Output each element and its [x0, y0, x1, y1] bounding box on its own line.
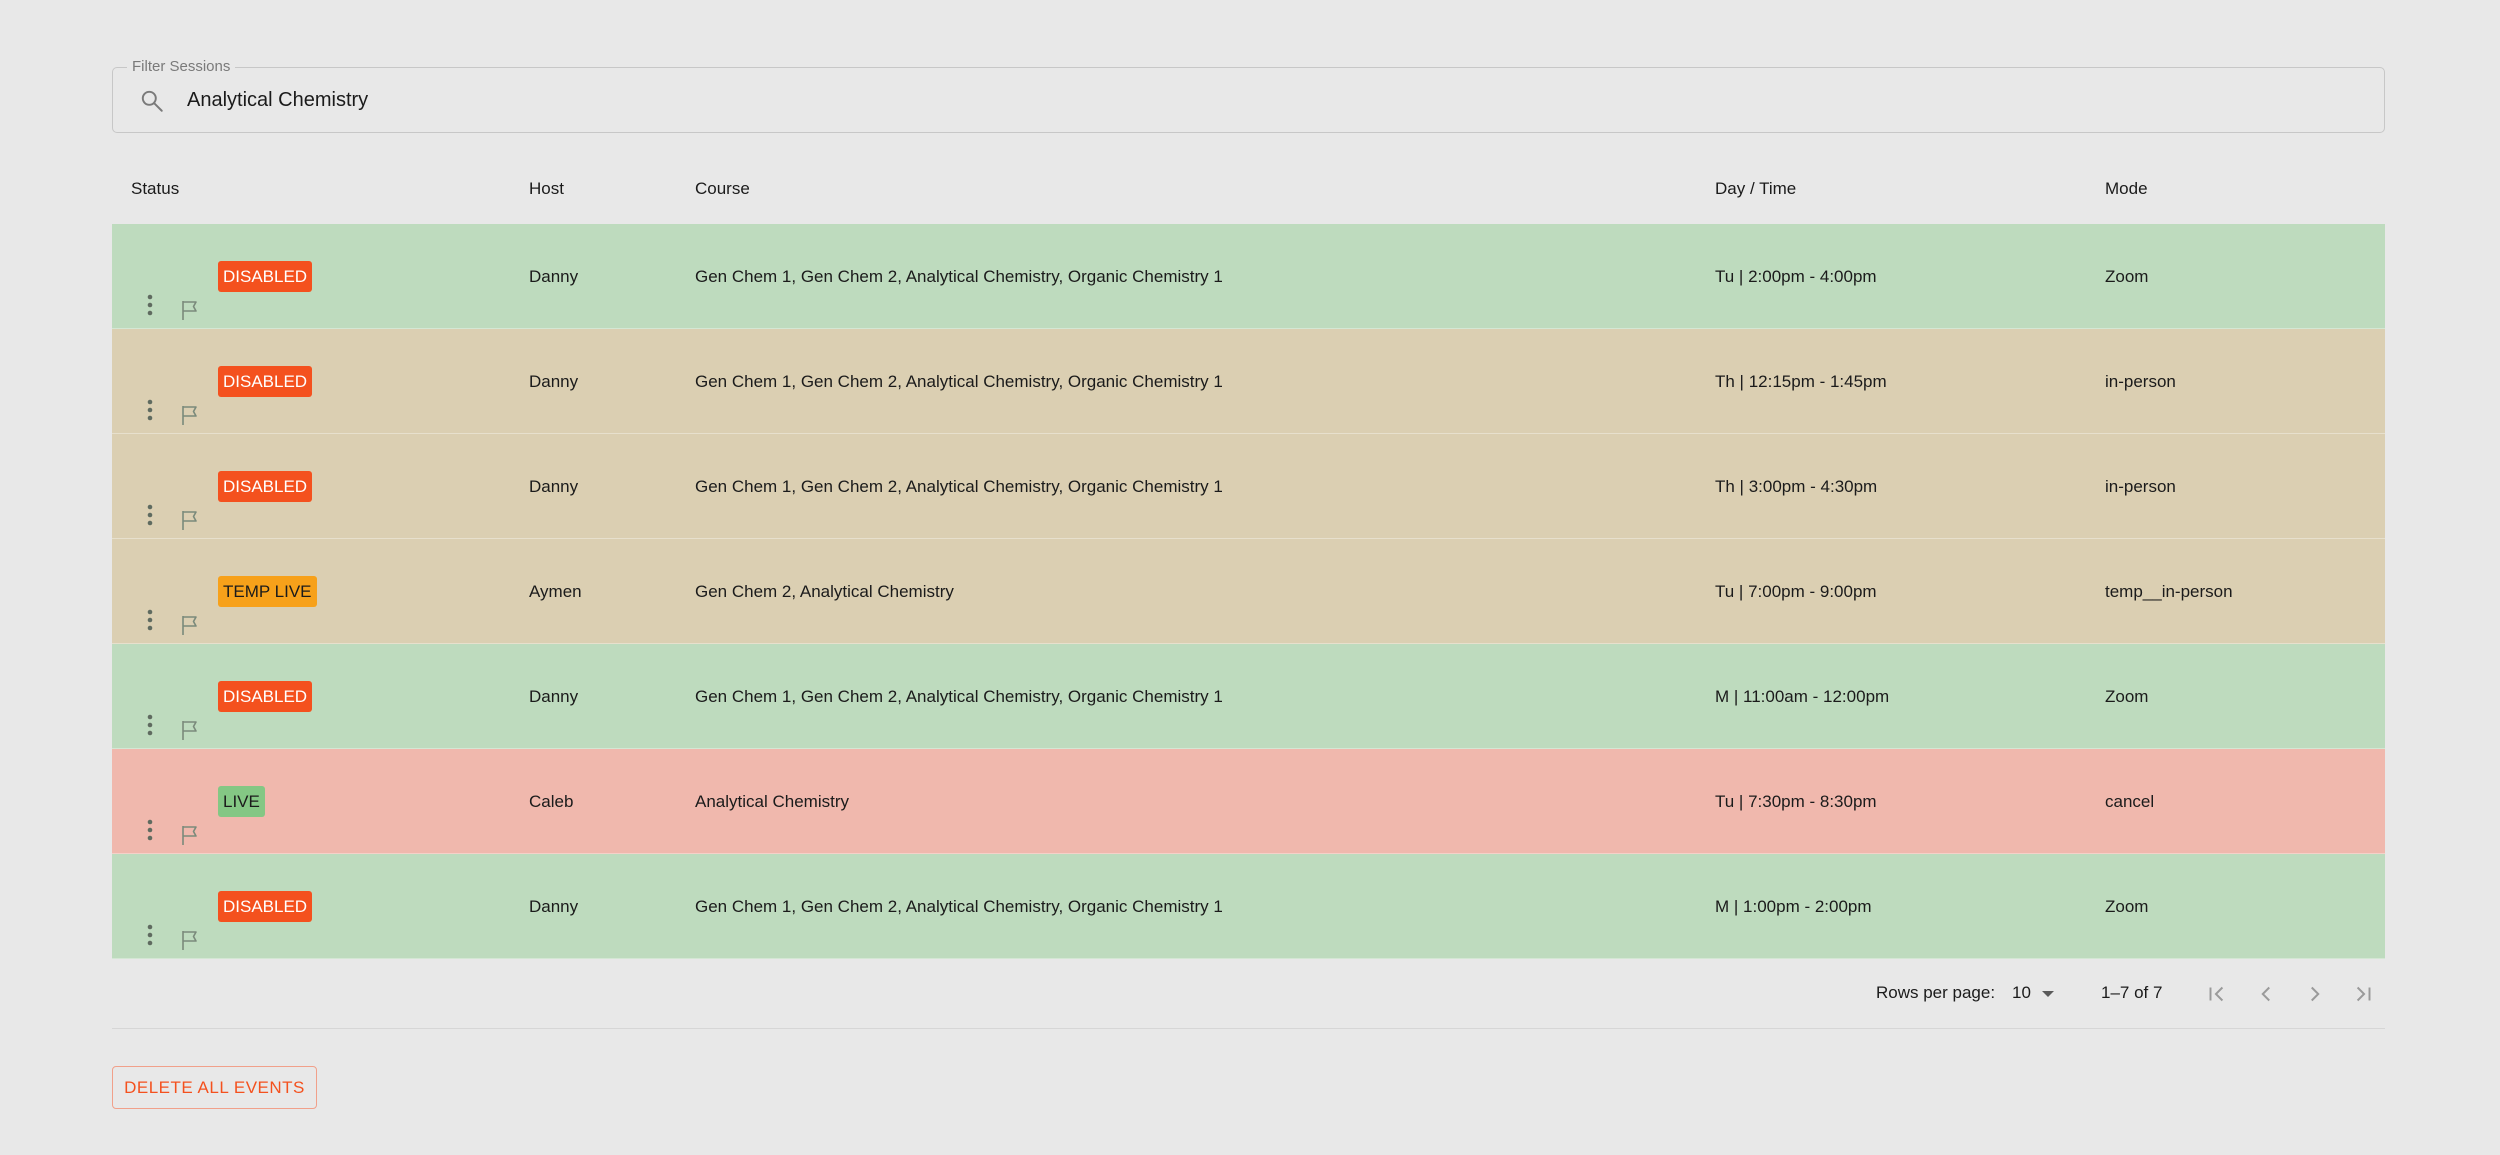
filter-sessions-input[interactable]: [185, 82, 2337, 118]
day-time-cell: Tu | 7:30pm - 8:30pm: [1715, 792, 1877, 811]
host-cell: Danny: [529, 897, 579, 916]
rows-per-page-select[interactable]: 10: [2012, 983, 2031, 1002]
day-time-cell: Tu | 7:00pm - 9:00pm: [1715, 582, 1877, 601]
header-mode: Mode: [2105, 179, 2148, 198]
status-badge: TEMP LIVE: [218, 576, 317, 607]
day-time-cell: M | 1:00pm - 2:00pm: [1715, 897, 1872, 916]
flag-icon[interactable]: [178, 894, 202, 950]
status-badge: DISABLED: [218, 891, 313, 922]
mode-cell: Zoom: [2105, 897, 2149, 916]
course-cell: Gen Chem 1, Gen Chem 2, Analytical Chemi…: [695, 372, 1223, 391]
filter-sessions-label: Filter Sessions: [127, 58, 236, 76]
table-row[interactable]: DISABLED Danny Gen Chem 1, Gen Chem 2, Ana…: [112, 329, 2385, 434]
pagination-range: 1–7 of 7: [2101, 983, 2163, 1002]
header-status: Status: [131, 179, 180, 198]
status-badge: DISABLED: [218, 681, 313, 712]
filter-sessions-field: Filter Sessions: [112, 58, 2385, 133]
search-icon: [141, 90, 163, 112]
more-vert-icon[interactable]: [139, 682, 161, 736]
mode-cell: cancel: [2105, 792, 2155, 811]
host-cell: Aymen: [529, 582, 582, 601]
header-host: Host: [529, 179, 564, 198]
more-vert-icon[interactable]: [139, 892, 161, 946]
sessions-table: Status Host Course Day / Time Mode DISAB…: [112, 160, 2385, 959]
mode-cell: in-person: [2105, 372, 2176, 391]
status-badge: LIVE: [218, 786, 265, 817]
table-row[interactable]: LIVE Caleb Analytical Chemistry Tu | 7:30pm…: [112, 749, 2385, 854]
header-course: Course: [695, 179, 750, 198]
flag-icon[interactable]: [178, 684, 202, 740]
rows-per-page-label: Rows per page:: [1876, 983, 1996, 1002]
first-page-icon[interactable]: [2204, 981, 2230, 1007]
mode-cell: temp__in-person: [2105, 582, 2233, 601]
mode-cell: in-person: [2105, 477, 2176, 496]
course-cell: Gen Chem 1, Gen Chem 2, Analytical Chemi…: [695, 897, 1223, 916]
day-time-cell: Tu | 2:00pm - 4:00pm: [1715, 267, 1877, 286]
table-row[interactable]: TEMP LIVE Aymen Gen Chem 2, Analytical Che…: [112, 539, 2385, 644]
status-badge: DISABLED: [218, 261, 313, 292]
flag-icon[interactable]: [178, 579, 202, 635]
host-cell: Danny: [529, 267, 579, 286]
more-vert-icon[interactable]: [139, 367, 161, 421]
chevron-down-icon[interactable]: [2042, 991, 2054, 997]
course-cell: Gen Chem 2, Analytical Chemistry: [695, 582, 954, 601]
table-row[interactable]: DISABLED Danny Gen Chem 1, Gen Chem 2, Ana…: [112, 644, 2385, 749]
day-time-cell: Th | 3:00pm - 4:30pm: [1715, 477, 1878, 496]
day-time-cell: Th | 12:15pm - 1:45pm: [1715, 372, 1887, 391]
more-vert-icon[interactable]: [139, 262, 161, 316]
course-cell: Analytical Chemistry: [695, 792, 849, 811]
host-cell: Danny: [529, 687, 579, 706]
mode-cell: Zoom: [2105, 267, 2149, 286]
more-vert-icon[interactable]: [139, 787, 161, 841]
host-cell: Danny: [529, 372, 579, 391]
course-cell: Gen Chem 1, Gen Chem 2, Analytical Chemi…: [695, 477, 1223, 496]
table-row[interactable]: DISABLED Danny Gen Chem 1, Gen Chem 2, Ana…: [112, 224, 2385, 329]
course-cell: Gen Chem 1, Gen Chem 2, Analytical Chemi…: [695, 267, 1223, 286]
mode-cell: Zoom: [2105, 687, 2149, 706]
status-badge: DISABLED: [218, 471, 313, 502]
day-time-cell: M | 11:00am - 12:00pm: [1715, 687, 1890, 706]
host-cell: Caleb: [529, 792, 574, 811]
table-header: Status Host Course Day / Time Mode: [112, 160, 2385, 224]
flag-icon[interactable]: [178, 474, 202, 530]
flag-icon[interactable]: [178, 789, 202, 845]
flag-icon[interactable]: [178, 264, 202, 320]
flag-icon[interactable]: [178, 369, 202, 425]
delete-all-events-button[interactable]: DELETE ALL EVENTS: [112, 1066, 317, 1109]
next-page-icon[interactable]: [2302, 981, 2328, 1007]
more-vert-icon[interactable]: [139, 472, 161, 526]
table-row[interactable]: DISABLED Danny Gen Chem 1, Gen Chem 2, Ana…: [112, 434, 2385, 539]
more-vert-icon[interactable]: [139, 577, 161, 631]
table-body: DISABLED Danny Gen Chem 1, Gen Chem 2, Ana…: [112, 224, 2385, 959]
previous-page-icon[interactable]: [2253, 981, 2279, 1007]
course-cell: Gen Chem 1, Gen Chem 2, Analytical Chemi…: [695, 687, 1223, 706]
pagination-bar: Rows per page: 10 1–7 of 7: [112, 963, 2385, 1029]
header-day-time: Day / Time: [1715, 179, 1797, 198]
host-cell: Danny: [529, 477, 579, 496]
last-page-icon[interactable]: [2350, 981, 2376, 1007]
status-badge: DISABLED: [218, 366, 313, 397]
table-row[interactable]: DISABLED Danny Gen Chem 1, Gen Chem 2, Ana…: [112, 854, 2385, 959]
